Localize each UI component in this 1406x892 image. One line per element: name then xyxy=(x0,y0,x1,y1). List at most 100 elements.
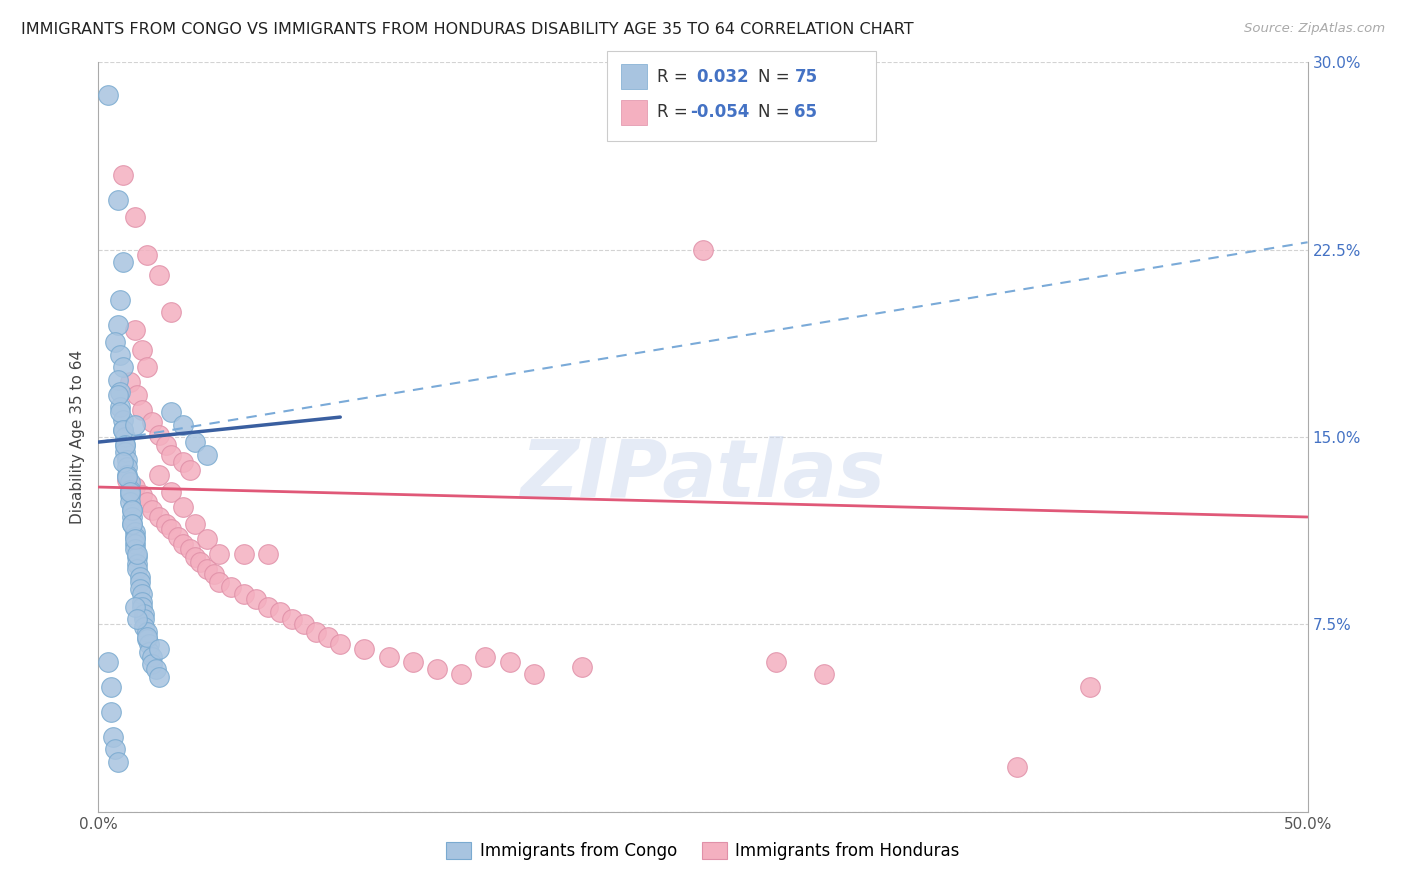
Point xyxy=(131,343,153,357)
Point xyxy=(97,87,120,102)
Point xyxy=(813,667,835,681)
Point xyxy=(107,755,129,769)
Point xyxy=(114,445,136,459)
Point xyxy=(117,473,139,487)
Text: 0.032: 0.032 xyxy=(696,68,748,86)
Point xyxy=(121,510,143,524)
Point xyxy=(195,562,218,576)
Point xyxy=(111,255,134,269)
Point xyxy=(131,587,153,601)
Point xyxy=(160,405,183,419)
Point xyxy=(131,599,153,614)
Point xyxy=(124,323,146,337)
Point xyxy=(179,462,201,476)
Point xyxy=(111,455,134,469)
Point xyxy=(111,168,134,182)
Point xyxy=(117,452,139,467)
Point xyxy=(141,649,163,664)
Point xyxy=(167,530,190,544)
Point xyxy=(124,533,146,547)
Point xyxy=(160,305,183,319)
Point xyxy=(135,495,157,509)
Point xyxy=(135,360,157,375)
Point xyxy=(184,517,207,532)
Point xyxy=(128,574,150,589)
Point xyxy=(135,624,157,639)
Point xyxy=(111,423,134,437)
Point xyxy=(127,558,149,572)
Point xyxy=(124,417,146,432)
Point xyxy=(117,460,139,475)
Point xyxy=(474,649,496,664)
Text: ZIPatlas: ZIPatlas xyxy=(520,435,886,514)
Point xyxy=(131,487,153,501)
Point xyxy=(108,348,131,362)
Text: R =: R = xyxy=(657,68,693,86)
Point xyxy=(131,595,153,609)
Point xyxy=(118,375,141,389)
Text: -0.054: -0.054 xyxy=(690,103,749,121)
Point xyxy=(148,670,170,684)
Point xyxy=(124,211,146,225)
Point xyxy=(135,630,157,644)
Point xyxy=(114,437,136,451)
Point xyxy=(141,502,163,516)
Point xyxy=(148,642,170,657)
Point xyxy=(269,605,291,619)
Point xyxy=(172,500,194,514)
Point xyxy=(131,402,153,417)
Point xyxy=(155,517,177,532)
Point xyxy=(128,570,150,584)
Point xyxy=(101,730,124,744)
Point xyxy=(148,427,170,442)
Point xyxy=(108,385,131,400)
Point xyxy=(141,415,163,429)
Point xyxy=(121,517,143,532)
Y-axis label: Disability Age 35 to 64: Disability Age 35 to 64 xyxy=(70,350,86,524)
Point xyxy=(208,548,231,562)
Point xyxy=(232,587,254,601)
Point xyxy=(256,599,278,614)
Point xyxy=(127,562,149,576)
Point xyxy=(172,417,194,432)
Point xyxy=(402,655,425,669)
Point xyxy=(523,667,546,681)
Point xyxy=(195,448,218,462)
Point xyxy=(450,667,472,681)
Point xyxy=(692,243,714,257)
Text: 65: 65 xyxy=(794,103,817,121)
Point xyxy=(195,533,218,547)
Point xyxy=(111,423,134,437)
Point xyxy=(148,268,170,282)
Point xyxy=(316,630,339,644)
Point xyxy=(353,642,375,657)
Point xyxy=(765,655,787,669)
Point xyxy=(127,549,149,564)
Point xyxy=(221,580,243,594)
Point xyxy=(121,502,143,516)
Point xyxy=(128,582,150,597)
Point xyxy=(145,662,167,676)
Point xyxy=(124,480,146,494)
Point xyxy=(107,387,129,401)
Point xyxy=(134,612,156,626)
Point xyxy=(114,430,136,444)
Point xyxy=(134,620,156,634)
Point xyxy=(108,293,131,307)
Point xyxy=(305,624,328,639)
Point xyxy=(124,530,146,544)
Point xyxy=(100,680,122,694)
Point xyxy=(498,655,520,669)
Point xyxy=(104,742,127,756)
Point xyxy=(245,592,267,607)
Text: 75: 75 xyxy=(794,68,817,86)
Point xyxy=(111,412,134,426)
Point xyxy=(127,548,149,562)
Point xyxy=(124,537,146,551)
Point xyxy=(208,574,231,589)
Point xyxy=(1007,760,1029,774)
Point xyxy=(148,510,170,524)
Point xyxy=(124,599,146,614)
Point xyxy=(138,637,160,651)
Point xyxy=(426,662,449,676)
